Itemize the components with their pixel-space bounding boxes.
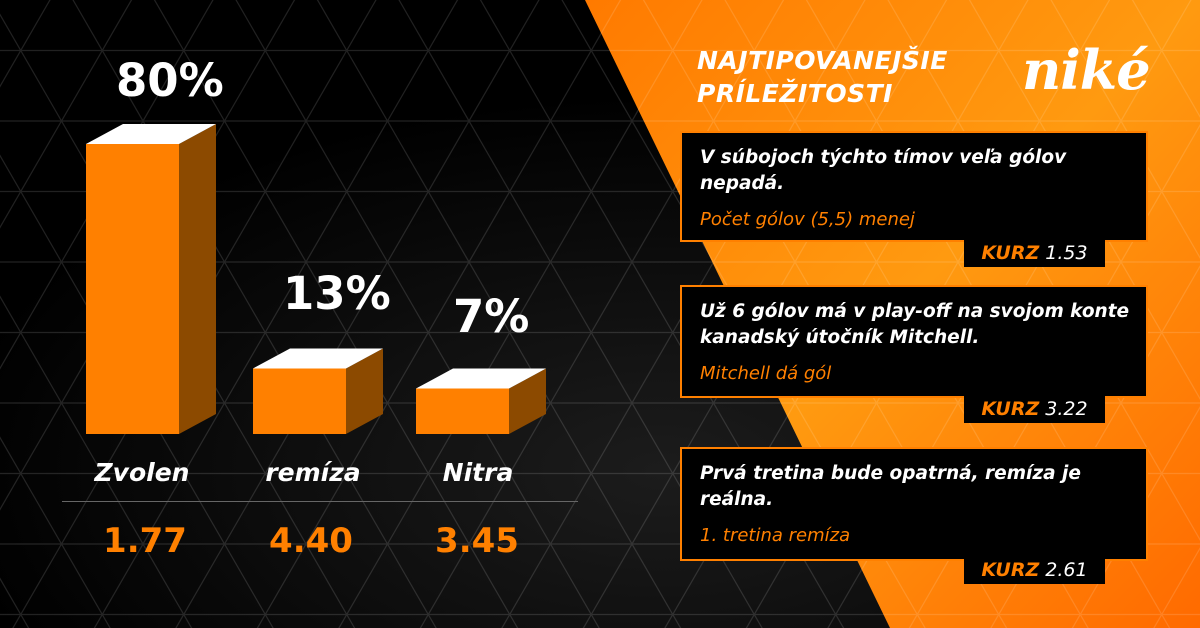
tip-odds: KURZ 1.53 <box>964 240 1105 267</box>
title-line-1: NAJTIPOVANEJŠIE <box>697 46 948 75</box>
bar-label-remiza: 13% <box>283 267 391 320</box>
tip-pick: 1. tretina remíza <box>700 525 851 546</box>
divider <box>62 501 578 502</box>
odds-nitra: 3.45 <box>435 521 519 561</box>
tip-pick: Mitchell dá gól <box>700 363 832 384</box>
bar-chart <box>86 124 546 434</box>
bar-front <box>416 388 509 434</box>
bar-side <box>346 348 383 434</box>
category-remiza: remíza <box>265 458 361 487</box>
odds-remiza: 4.40 <box>269 521 353 561</box>
bar-top <box>416 368 546 389</box>
bar-top <box>86 124 216 144</box>
tip-odds: KURZ 3.22 <box>964 396 1105 423</box>
tip-description: Už 6 gólov má v play-off na svojom konte… <box>700 301 1130 348</box>
bar-front <box>86 144 179 434</box>
bar-side <box>509 368 546 434</box>
page-title: NAJTIPOVANEJŠIE PRÍLEŽITOSTI <box>697 44 948 110</box>
nike-logo: niké <box>1022 38 1151 102</box>
title-line-2: PRÍLEŽITOSTI <box>697 79 893 108</box>
category-nitra: Nitra <box>442 458 514 487</box>
kurz-value: 2.61 <box>1045 559 1088 581</box>
bar-label-zvolen: 80% <box>116 54 224 107</box>
tip-odds: KURZ 2.61 <box>964 557 1105 584</box>
kurz-label: KURZ <box>981 559 1040 581</box>
kurz-label: KURZ <box>981 242 1040 264</box>
category-zvolen: Zvolen <box>94 458 190 487</box>
bar-top <box>253 348 383 369</box>
tip-description: Prvá tretina bude opatrná, remíza je reá… <box>700 463 1081 510</box>
bar-remza <box>253 348 383 434</box>
tip-card: Už 6 gólov má v play-off na svojom konte… <box>680 285 1148 398</box>
tip-description: V súbojoch týchto tímov veľa gólov nepad… <box>700 147 1067 194</box>
tip-pick: Počet gólov (5,5) menej <box>700 209 915 230</box>
kurz-value: 1.53 <box>1045 242 1088 264</box>
bar-label-nitra: 7% <box>453 290 530 343</box>
bar-nitra <box>416 368 546 434</box>
odds-zvolen: 1.77 <box>103 521 187 561</box>
kurz-label: KURZ <box>981 398 1040 420</box>
tip-card: Prvá tretina bude opatrná, remíza je reá… <box>680 447 1148 561</box>
bar-front <box>253 368 346 434</box>
tip-card: V súbojoch týchto tímov veľa gólov nepad… <box>680 131 1148 242</box>
kurz-value: 3.22 <box>1045 398 1088 420</box>
bar-zvolen <box>86 124 216 434</box>
bar-side <box>179 124 216 434</box>
